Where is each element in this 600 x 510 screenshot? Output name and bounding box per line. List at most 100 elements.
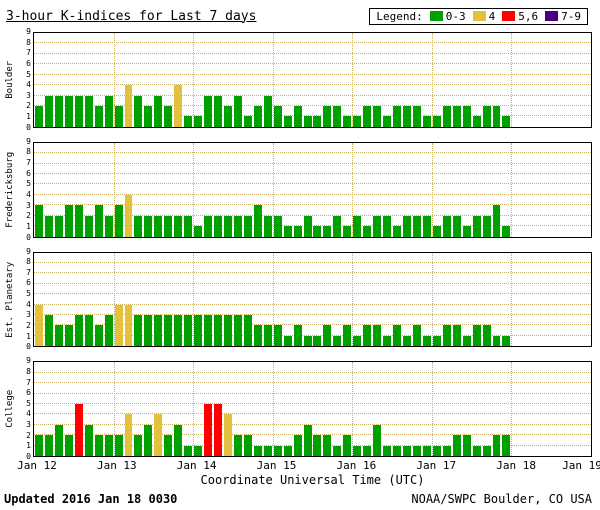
gridline-horizontal [34, 402, 591, 404]
k-index-bar [204, 403, 213, 456]
k-index-bar [393, 226, 402, 237]
x-tick-label: Jan 17 [416, 459, 457, 472]
k-index-bar [74, 403, 83, 456]
k-index-bar [74, 95, 83, 127]
k-index-bar [333, 105, 342, 127]
gridline-horizontal [34, 183, 591, 185]
k-index-bar [214, 403, 222, 456]
gridline-horizontal [34, 225, 591, 227]
k-index-bar [403, 445, 411, 456]
k-index-bar [114, 435, 123, 456]
source-attribution: NOAA/SWPC Boulder, CO USA [411, 492, 592, 506]
station-panels: Boulder 0 1 2 3 4 5 6 7 8 9 Fredericksburg 0 1 2 3 4 5 6 7 8… [4, 28, 592, 461]
k-index-bar [383, 215, 392, 237]
k-index-bar [442, 325, 451, 347]
plot-area-fredericksburg [33, 141, 592, 238]
k-index-bar [114, 304, 123, 347]
k-index-bar [154, 414, 163, 456]
y-tick-label: 3 [26, 310, 31, 320]
updated-label: Updated [4, 492, 55, 506]
k-index-bar [204, 315, 213, 347]
k-index-bar [114, 105, 123, 127]
k-index-bar [184, 445, 193, 456]
x-axis-ticks: Jan 12 Jan 13 Jan 14 Jan 15 Jan 16 Jan 17 Jan … [17, 459, 600, 473]
k-index-bar [134, 315, 143, 347]
k-index-bar [94, 105, 103, 127]
k-index-bar [134, 95, 143, 127]
k-index-bar [333, 445, 342, 456]
chart-title: 3-hour K-indices for Last 7 days [6, 8, 257, 24]
y-tick-label: 8 [26, 147, 31, 157]
k-index-bar [313, 435, 322, 456]
gridline-horizontal [34, 444, 591, 446]
x-tick-label: Jan 13 [96, 459, 137, 472]
gridline-horizontal [34, 214, 591, 216]
gridline-horizontal [34, 193, 591, 195]
k-index-bar [144, 215, 153, 237]
legend-item-label: 4 [488, 9, 496, 23]
k-index-bar [343, 226, 352, 237]
k-index-bar [293, 435, 302, 456]
y-tick-label: 1 [26, 112, 31, 122]
k-index-bar [452, 325, 461, 347]
k-index-bar [233, 215, 242, 237]
k-index-bar [363, 445, 372, 456]
y-tick-label: 3 [26, 90, 31, 100]
k-index-bar [333, 335, 342, 347]
y-tick-label: 6 [26, 58, 31, 68]
y-tick-label: 6 [26, 388, 31, 398]
legend-item: 4 [472, 9, 496, 23]
k-index-bar [442, 445, 451, 456]
k-index-bar [283, 445, 292, 456]
k-index-bar [174, 85, 183, 127]
k-index-bar [64, 95, 73, 127]
k-index-bar [432, 116, 441, 127]
station-label: Est. Planetary [5, 261, 15, 338]
k-index-bar [204, 215, 213, 237]
k-index-bar [144, 424, 153, 456]
k-index-bar [373, 325, 382, 347]
x-tick-label: Jan 14 [176, 459, 217, 472]
k-index-bar [363, 105, 372, 127]
y-tick-label: 8 [26, 257, 31, 267]
k-index-bar [273, 445, 282, 456]
k-index-bar [223, 105, 232, 127]
panel-est-planetary: Est. Planetary 0 1 2 3 4 5 6 7 8 9 [4, 247, 592, 351]
k-index-bar [94, 205, 103, 237]
k-index-bar [184, 315, 193, 347]
k-index-bar [174, 424, 183, 456]
k-index-bar [263, 325, 272, 347]
y-tick-label: 1 [26, 331, 31, 341]
gridline-horizontal [34, 382, 591, 384]
gridline-day [352, 33, 354, 127]
legend-swatch [545, 11, 559, 21]
gridline-horizontal [34, 52, 591, 54]
k-index-bar [432, 335, 441, 347]
legend-items: 0-3 4 5,6 7-9 [429, 9, 581, 23]
k-index-bar [293, 226, 302, 237]
k-index-bar [502, 116, 511, 127]
gridline-horizontal [34, 413, 591, 415]
k-index-bar [492, 435, 501, 456]
y-tick-label: 8 [26, 366, 31, 376]
k-index-bar [263, 445, 272, 456]
k-index-bar [104, 95, 113, 127]
k-index-bar [104, 435, 113, 456]
k-index-bar [482, 325, 491, 347]
gridline-horizontal [34, 204, 591, 206]
k-index-bar [373, 105, 382, 127]
x-axis-title: Coordinate Universal Time (UTC) [200, 473, 425, 487]
k-index-bar [383, 335, 392, 347]
plot-area-est-planetary [33, 251, 592, 348]
gridline-day [431, 33, 433, 127]
k-index-bar [412, 325, 421, 347]
x-tick-label: Jan 19 [562, 459, 600, 472]
gridline-day [193, 252, 195, 347]
k-index-bar [44, 315, 53, 347]
x-tick-label: Jan 16 [336, 459, 377, 472]
gridline-day [511, 142, 513, 237]
k-index-bar [303, 215, 312, 237]
k-index-bar [243, 215, 252, 237]
gridline-day [193, 142, 195, 237]
